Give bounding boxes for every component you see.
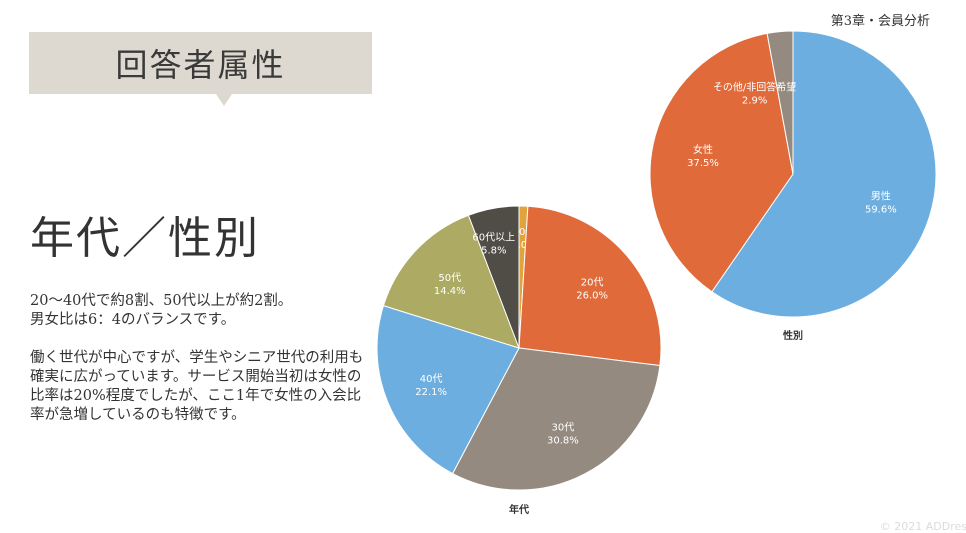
gender-pie-chart: 男性 59.6% 女性 37.5% その他/非回答希望 2.9% 性別 <box>649 30 937 342</box>
age-pie-slice-label-5: 60代以上 <box>472 232 515 244</box>
age-pie-slice-5 <box>467 205 520 349</box>
page-heading: 年代／性別 <box>30 213 260 264</box>
age-pie-slice-4 <box>382 214 520 349</box>
gender-pie-slice-0 <box>711 30 937 318</box>
age-pie-chart: 10代1.0%20代26.0%30代30.8%40代22.1%50代14.4%6… <box>376 205 662 516</box>
chapter-label: 第3章・会員分析 <box>830 14 930 29</box>
section-title-text: 回答者属性 <box>115 46 286 84</box>
body-text: 20～40代で約8割、50代以上が約2割。 男女比は6：4のバランスです。 働く… <box>30 292 370 425</box>
gender-pie-slice-1 <box>649 32 794 293</box>
age-pie-slice-label-4: 50代 <box>438 272 461 284</box>
gender-pie-slice-value-2: 2.9% <box>742 95 767 106</box>
copyright: © 2021 ADDress Inc. <box>879 520 966 533</box>
age-pie-slice-value-1: 26.0% <box>576 290 608 301</box>
gender-pie-slice-label-0: 男性 <box>871 189 891 202</box>
gender-pie-slice-2 <box>766 30 794 175</box>
age-pie-slice-value-3: 22.1% <box>415 387 447 398</box>
age-pie-slice-value-5: 5.8% <box>481 246 506 257</box>
age-pie-slice-value-4: 14.4% <box>434 286 466 297</box>
age-pie-slice-label-2: 30代 <box>552 421 575 433</box>
gender-pie-slice-label-2: その他/非回答希望 <box>713 80 796 93</box>
age-pie-slice-label-3: 40代 <box>420 373 443 385</box>
gender-pie-slice-label-1: 女性 <box>693 143 713 156</box>
age-pie-slice-label-1: 20代 <box>581 276 604 288</box>
section-title-pointer <box>216 94 232 106</box>
age-pie-caption: 年代 <box>509 503 529 516</box>
age-pie-slice-2 <box>451 347 661 491</box>
age-pie-slice-value-2: 30.8% <box>547 435 579 446</box>
gender-pie-slice-value-1: 37.5% <box>687 158 719 169</box>
age-pie-slice-3 <box>376 305 520 475</box>
age-pie-slice-value-0: 1.0% <box>511 240 536 251</box>
gender-pie-slice-value-0: 59.6% <box>865 204 897 215</box>
gender-pie-caption: 性別 <box>782 329 803 342</box>
section-title: 回答者属性 <box>29 32 372 94</box>
summary-paragraph: 20～40代で約8割、50代以上が約2割。 男女比は6：4のバランスです。 <box>30 293 293 328</box>
detail-paragraph: 働く世代が中心ですが、学生やシニア世代の利用も確実に広がっています。サービス開始… <box>30 350 364 423</box>
age-pie-slice-1 <box>518 205 662 367</box>
